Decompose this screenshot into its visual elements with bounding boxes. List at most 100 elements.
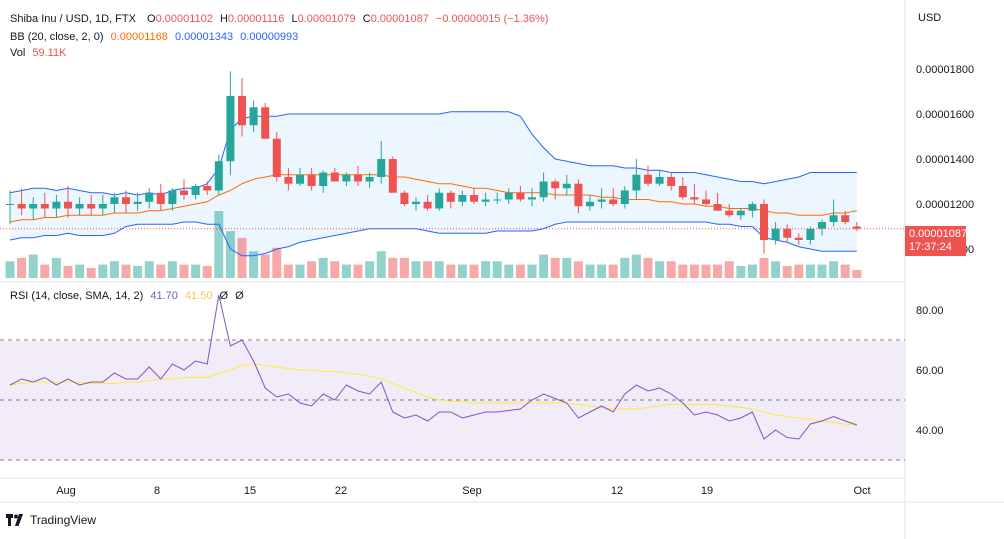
volume-bar bbox=[585, 264, 595, 278]
volume-bar bbox=[736, 265, 746, 278]
bb-lower-line bbox=[9, 221, 857, 257]
volume-bar bbox=[237, 237, 247, 278]
candle-body bbox=[365, 177, 374, 182]
candle-body bbox=[296, 174, 304, 184]
candle-body bbox=[829, 215, 838, 222]
volume-bar bbox=[724, 261, 734, 278]
volume-bar bbox=[434, 261, 444, 278]
open-value: 0.00001102 bbox=[155, 13, 213, 25]
volume-bar bbox=[388, 257, 398, 278]
volume-bar bbox=[446, 264, 456, 278]
volume-bar bbox=[457, 264, 467, 278]
volume-bar bbox=[51, 257, 61, 278]
candle-body bbox=[470, 195, 478, 202]
volume-bar bbox=[353, 264, 363, 278]
vol-value: 59.11K bbox=[32, 47, 67, 59]
volume-bar bbox=[504, 264, 514, 278]
candle-body bbox=[702, 199, 710, 204]
candle-body bbox=[214, 161, 223, 191]
bb-label[interactable]: BB (20, close, 2, 0) bbox=[10, 31, 104, 43]
volume-bar bbox=[527, 264, 537, 278]
tradingview-logo-icon bbox=[6, 514, 23, 526]
symbol-title[interactable]: Shiba Inu / USD, 1D, FTX bbox=[10, 13, 136, 25]
volume-bar bbox=[666, 261, 676, 278]
candle-body bbox=[644, 174, 652, 184]
tradingview-logo-text: TradingView bbox=[30, 513, 97, 527]
rsi-axis[interactable]: 80.00 60.00 40.00 bbox=[916, 305, 944, 437]
rsi-extra-2: Ø bbox=[235, 290, 244, 302]
volume-bar bbox=[28, 254, 38, 278]
volume-bar bbox=[63, 265, 73, 278]
tradingview-logo[interactable]: TradingView bbox=[6, 513, 96, 527]
candle-body bbox=[133, 201, 142, 204]
candle-body bbox=[655, 177, 664, 184]
volume-bar bbox=[399, 257, 409, 278]
volume-bar bbox=[156, 264, 166, 278]
volume-bar bbox=[573, 261, 583, 278]
candle-body bbox=[64, 201, 72, 209]
time-tick-label: 15 bbox=[244, 485, 256, 497]
candle-body bbox=[771, 228, 780, 240]
candles bbox=[6, 71, 861, 254]
time-axis[interactable]: Aug 8 15 22 Sep 12 19 Oct bbox=[56, 485, 870, 497]
rsi-line bbox=[9, 294, 857, 440]
candle-body bbox=[98, 204, 107, 209]
volume-bar bbox=[283, 264, 293, 278]
candle-body bbox=[52, 201, 61, 209]
volume-bar bbox=[249, 251, 259, 278]
candle-body bbox=[806, 228, 815, 240]
rsi-legend: RSI (14, close, SMA, 14, 2) 41.70 41.50 … bbox=[10, 289, 248, 303]
ohlc-legend: Shiba Inu / USD, 1D, FTX O0.00001102 H0.… bbox=[10, 12, 552, 26]
candle-body bbox=[620, 190, 629, 204]
candle-body bbox=[238, 96, 246, 126]
candle-body bbox=[528, 197, 536, 200]
volume-bar bbox=[5, 261, 15, 278]
volume-bar bbox=[678, 264, 688, 278]
candle-body bbox=[122, 197, 130, 204]
candle-body bbox=[748, 204, 757, 211]
candle-body bbox=[667, 177, 676, 186]
volume-bar bbox=[295, 264, 305, 278]
bb-lower-value: 0.00000993 bbox=[240, 31, 299, 43]
volume-bar bbox=[608, 264, 618, 278]
candle-body bbox=[551, 181, 560, 189]
volume-bar bbox=[817, 264, 827, 278]
time-tick-label: 8 bbox=[154, 485, 160, 497]
rsi-value: 41.70 bbox=[150, 290, 178, 302]
low-label: L bbox=[291, 13, 298, 25]
candle-body bbox=[272, 138, 281, 177]
candle-body bbox=[586, 201, 594, 207]
candle-body bbox=[841, 215, 850, 222]
candle-body bbox=[504, 192, 513, 200]
volume-bar bbox=[655, 261, 665, 278]
candle-body bbox=[168, 190, 177, 204]
rsi-tick-label: 60.00 bbox=[916, 365, 944, 377]
volume-bar bbox=[643, 257, 653, 278]
volume-bar bbox=[631, 254, 641, 278]
volume-bar bbox=[689, 264, 699, 278]
volume-bar bbox=[805, 264, 815, 278]
rsi-label[interactable]: RSI (14, close, SMA, 14, 2) bbox=[10, 290, 144, 302]
candle-body bbox=[458, 195, 467, 202]
candle-body bbox=[562, 183, 571, 189]
candle-body bbox=[388, 159, 397, 193]
rsi-tick-label: 40.00 bbox=[916, 425, 944, 437]
vol-label[interactable]: Vol bbox=[10, 47, 26, 59]
time-tick-label: Sep bbox=[462, 485, 482, 497]
close-value: 0.00001087 bbox=[370, 13, 429, 25]
candle-body bbox=[539, 181, 548, 198]
low-value: 0.00001079 bbox=[297, 13, 356, 25]
last-price-tag: 0.00001087 17:37:24 bbox=[905, 226, 968, 256]
volume-bar bbox=[318, 257, 328, 278]
candle-body bbox=[852, 226, 861, 229]
last-price-value: 0.00001087 bbox=[909, 228, 968, 240]
volume-bar bbox=[852, 269, 862, 278]
price-tick-label: 0.00001800 bbox=[916, 64, 974, 76]
volume-bar bbox=[376, 251, 386, 278]
bb-fill bbox=[10, 111, 857, 256]
volume-bar bbox=[759, 257, 769, 278]
candle-body bbox=[632, 174, 641, 191]
candle-body bbox=[609, 199, 618, 204]
